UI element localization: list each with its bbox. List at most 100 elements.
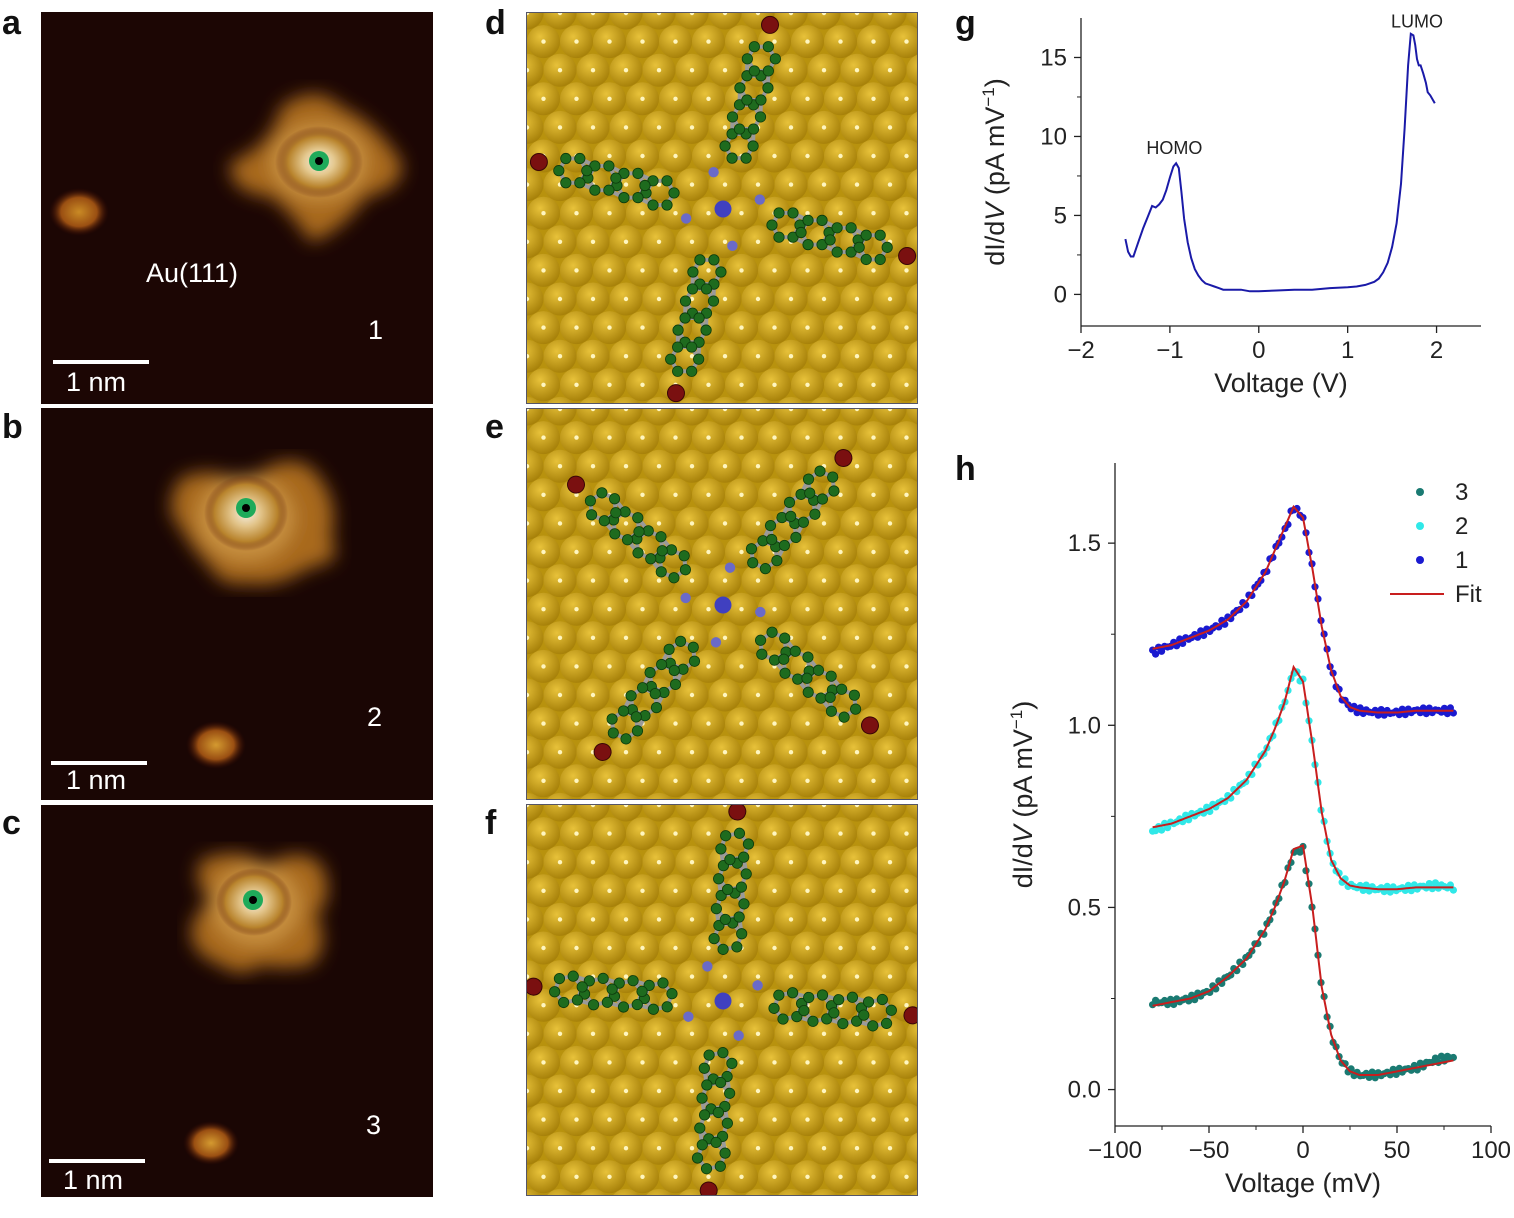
carbon-atom [700,283,713,295]
gold-atom-highlight [788,125,794,130]
y-axis-label: dI/dV (pA mV−1) [1007,701,1038,888]
carbon-atom [874,229,886,241]
nitrogen-atom [683,1011,694,1022]
carbon-atom [828,1007,840,1019]
legend-label: Fit [1455,581,1482,608]
carbon-atom [838,711,850,723]
gold-atom-highlight [689,578,695,583]
gold-atom [527,13,544,30]
data-point-series-3 [1341,1060,1349,1068]
gold-atom [906,54,917,86]
gold-atom-highlight [772,325,777,330]
carbon-atom [766,626,778,638]
gold-atom-highlight [722,750,728,755]
gold-atom-highlight [607,1174,612,1179]
fit-curve [1152,504,1454,714]
gold-atom-highlight [689,860,695,865]
gold-atom-highlight [574,831,579,836]
carbon-atom [768,1002,780,1014]
gold-atom-highlight [527,917,530,922]
gold-atom-highlight [904,1117,909,1122]
gold-atom-highlight [607,153,612,159]
gold-atom-highlight [557,296,563,302]
gold-atom-highlight [623,1088,629,1094]
carbon-atom [632,192,644,204]
gold-atom [890,196,917,230]
gold-atom-highlight [607,888,612,893]
scale-bar-label: 1 nm [63,1165,124,1195]
gold-atom-highlight [788,750,794,755]
data-point-series-2 [1431,879,1439,887]
gold-atom-highlight [673,435,678,440]
gold-atom-highlight [574,607,579,612]
carbon-atom [860,253,872,266]
carbon-atom [625,690,637,702]
gold-atom-highlight [722,635,728,640]
y-tick-label: 0.5 [1068,894,1101,921]
carbon-atom [694,254,706,266]
gold-atom-highlight [640,211,645,216]
panel-label-e: e [485,408,504,446]
gold-atom-highlight [640,435,645,440]
carbon-atom [647,199,659,211]
carbon-atom [860,229,872,241]
gold-atom-highlight [821,750,827,755]
gold-atom-highlight [772,1117,777,1122]
gold-atom-highlight [574,382,579,387]
gold-atom-highlight [607,778,612,783]
legend-label: 3 [1455,479,1468,506]
carbon-atom [733,123,746,135]
gold-atom-highlight [755,974,761,979]
gold-atom-highlight [755,578,761,583]
gold-atom-highlight [574,268,579,273]
gold-atom-highlight [541,268,546,273]
gold-atom-highlight [871,382,876,387]
gold-atom-highlight [527,1146,530,1151]
gold-atom-highlight [838,888,843,893]
gold-atom [844,396,870,403]
gold-atom-highlight [574,435,579,440]
carbon-atom [661,175,673,187]
carbon-atom [693,312,705,324]
carbon-atom [766,533,778,546]
gold-atom-highlight [722,68,728,73]
gold-atom-highlight [689,1088,695,1094]
gold-atom-highlight [607,325,612,330]
gold-atom-highlight [574,1060,579,1065]
gold-atom-highlight [640,153,645,159]
panel-label-f: f [485,804,497,842]
gold-atom [609,13,643,30]
gold-atom-highlight [706,945,711,951]
gold-atom-highlight [755,1088,761,1094]
gold-atom-highlight [689,917,695,922]
carbon-atom [719,1147,731,1159]
carbon-atom [665,353,677,365]
gold-atom [547,792,573,799]
gold-atom [877,1188,903,1195]
gold-atom-highlight [706,153,711,159]
gold-atom-highlight [722,409,728,412]
carbon-atom [549,986,561,998]
gold-atom-highlight [541,721,546,726]
gold-atom-highlight [854,1088,860,1094]
gold-atom-highlight [904,1003,909,1008]
carbon-atom [647,1003,659,1015]
carbon-atom [759,563,772,575]
gold-atom [609,805,643,822]
carbon-atom [672,324,684,336]
gold-atom-highlight [854,635,860,640]
panel-label-g: g [955,4,976,42]
gold-atom [527,678,544,712]
adsorption-model-d [527,13,917,403]
gold-atom-highlight [904,888,909,893]
gold-atom [906,1075,917,1107]
nitrogen-atom [680,213,692,224]
gold-atom-highlight [854,1031,860,1036]
gold-atom-highlight [527,13,530,16]
gold-atom-highlight [788,974,794,979]
gold-atom-highlight [871,39,876,44]
gold-atom [906,508,917,539]
gold-atom-highlight [871,607,876,612]
gold-atom [708,13,742,30]
carbon-atom [885,1004,897,1016]
